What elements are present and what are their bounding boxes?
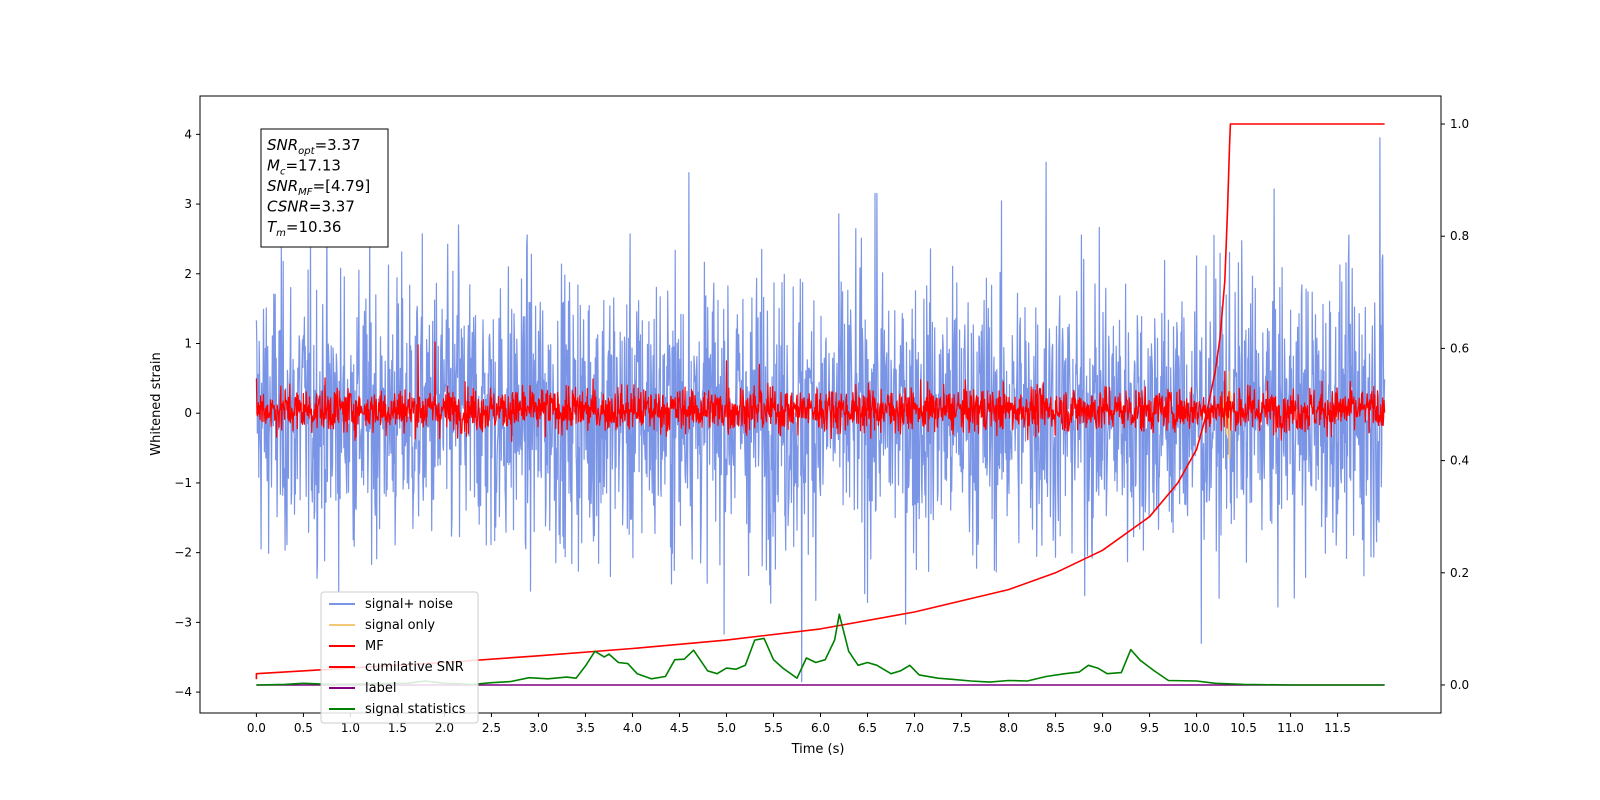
legend-label: signal only bbox=[365, 618, 435, 633]
y-axis-right-ticks: 0.0 0.2 0.4 0.6 0.8 1.0 bbox=[1441, 117, 1469, 692]
x-tick-label: 0.5 bbox=[294, 721, 313, 735]
series-line-signal-statistics bbox=[256, 613, 1385, 686]
y-tick-label: 4 bbox=[184, 127, 192, 141]
series-line-cumilative-snr bbox=[255, 123, 1385, 680]
stats-annotation-box: SNRopt=3.37Mc=17.13SNRMF=[4.79]CSNR=3.37… bbox=[260, 128, 389, 248]
x-tick-label: 0.0 bbox=[247, 721, 266, 735]
y2-tick-label: 0.6 bbox=[1450, 341, 1469, 355]
x-tick-label: 6.0 bbox=[811, 721, 830, 735]
x-tick-label: 5.0 bbox=[717, 721, 736, 735]
y2-tick-label: 0.4 bbox=[1450, 454, 1469, 468]
y2-tick-label: 0.0 bbox=[1450, 678, 1469, 692]
x-tick-label: 11.5 bbox=[1324, 721, 1351, 735]
legend: signal+ noise signal only MF cumilative SNR… bbox=[320, 591, 479, 724]
annotation-line: Mc=17.13 bbox=[267, 157, 341, 178]
x-tick-label: 9.5 bbox=[1140, 721, 1159, 735]
x-tick-label: 2.5 bbox=[482, 721, 501, 735]
y-axis-label: Whitened strain bbox=[149, 352, 164, 455]
legend-label: signal+ noise bbox=[365, 597, 453, 612]
x-tick-label: 8.5 bbox=[1046, 721, 1065, 735]
y-tick-label: −2 bbox=[174, 546, 192, 560]
y-axis-left-ticks: −4 −3 −2 −1 0 1 2 3 4 bbox=[174, 127, 200, 699]
series-line-signal-noise bbox=[255, 137, 1386, 683]
x-tick-label: 10.5 bbox=[1230, 721, 1257, 735]
x-tick-label: 8.0 bbox=[999, 721, 1018, 735]
annotation-line: SNRMF=[4.79] bbox=[267, 177, 370, 198]
x-tick-label: 5.5 bbox=[764, 721, 783, 735]
legend-label: cumilative SNR bbox=[365, 660, 464, 675]
x-axis-label: Time (s) bbox=[791, 742, 845, 757]
y-tick-label: −1 bbox=[174, 476, 192, 490]
y2-tick-label: 1.0 bbox=[1450, 117, 1469, 131]
annotation-line: SNRopt=3.37 bbox=[267, 136, 361, 157]
y-tick-label: −4 bbox=[174, 685, 192, 699]
x-tick-label: 9.0 bbox=[1093, 721, 1112, 735]
legend-label: signal statistics bbox=[365, 702, 466, 717]
annotation-frame bbox=[260, 128, 389, 248]
x-tick-label: 1.0 bbox=[341, 721, 360, 735]
x-tick-label: 6.5 bbox=[858, 721, 877, 735]
annotation-line: Tm=10.36 bbox=[267, 218, 341, 239]
series-line-mf bbox=[255, 341, 1386, 442]
y2-tick-label: 0.2 bbox=[1450, 566, 1469, 580]
x-axis-ticks: 0.0 0.5 1.0 1.5 2.0 2.5 3.0 3.5 4.0 4.5 5.0 5.5 6.0 6… bbox=[247, 713, 1351, 735]
y-tick-label: 3 bbox=[184, 197, 192, 211]
x-tick-label: 11.0 bbox=[1277, 721, 1304, 735]
x-tick-label: 3.5 bbox=[576, 721, 595, 735]
legend-label: MF bbox=[365, 639, 384, 654]
y-tick-label: 1 bbox=[184, 336, 192, 350]
x-tick-label: 4.0 bbox=[623, 721, 642, 735]
y-tick-label: 0 bbox=[184, 406, 192, 420]
x-tick-label: 7.5 bbox=[952, 721, 971, 735]
x-tick-label: 3.0 bbox=[529, 721, 548, 735]
x-tick-label: 4.5 bbox=[670, 721, 689, 735]
y-tick-label: −3 bbox=[174, 615, 192, 629]
legend-label: label bbox=[365, 681, 396, 696]
x-tick-label: 2.0 bbox=[435, 721, 454, 735]
x-tick-label: 10.0 bbox=[1183, 721, 1210, 735]
x-tick-label: 7.0 bbox=[905, 721, 924, 735]
legend-frame bbox=[320, 591, 479, 724]
y-tick-label: 2 bbox=[184, 267, 192, 281]
y2-tick-label: 0.8 bbox=[1450, 229, 1469, 243]
x-tick-label: 1.5 bbox=[388, 721, 407, 735]
annotation-line: CSNR=3.37 bbox=[267, 198, 355, 216]
